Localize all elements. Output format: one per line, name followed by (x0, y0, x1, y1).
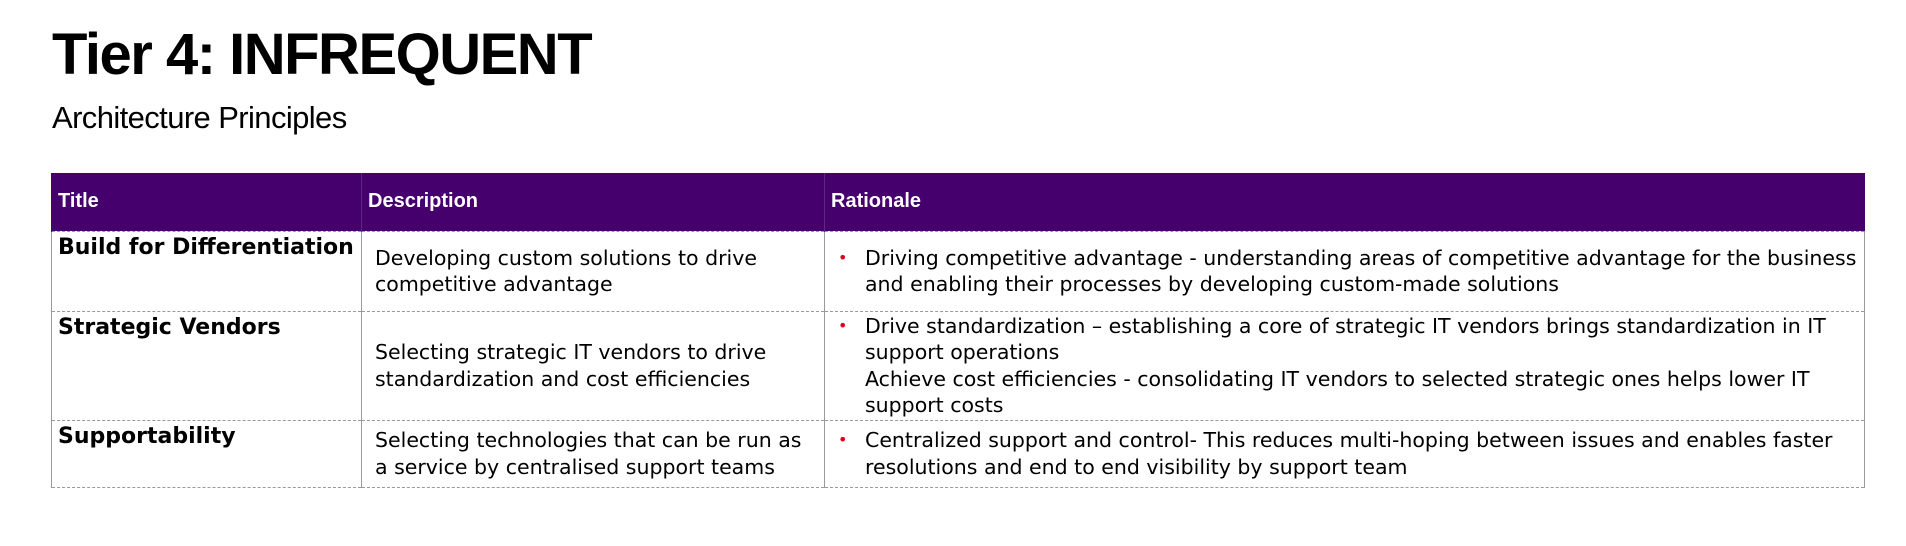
row-rationale: Centralized support and control- This re… (824, 419, 1865, 488)
table-header-row: Title Description Rationale (51, 173, 1865, 231)
row-description: Selecting strategic IT vendors to drive … (361, 310, 825, 421)
column-header-rationale: Rationale (824, 173, 1865, 231)
row-rationale: Driving competitive advantage - understa… (824, 230, 1865, 312)
column-header-description: Description (361, 173, 825, 231)
row-description: Developing custom solutions to drive com… (361, 230, 825, 312)
table-row: Build for Differentiation Developing cus… (51, 230, 1865, 312)
rationale-bullet-item: Driving competitive advantage - understa… (837, 245, 1860, 298)
page-subtitle: Architecture Principles (52, 100, 347, 135)
rationale-bullet-item: Drive standardization – establishing a c… (837, 313, 1860, 366)
table-row: Strategic Vendors Selecting strategic IT… (51, 310, 1865, 421)
column-header-title: Title (51, 173, 362, 231)
row-description: Selecting technologies that can be run a… (361, 419, 825, 488)
principles-table: Title Description Rationale Build for Di… (51, 173, 1865, 488)
page-title: Tier 4: INFREQUENT (52, 22, 593, 87)
row-rationale: Drive standardization – establishing a c… (824, 310, 1865, 421)
row-title: Supportability (51, 419, 362, 488)
row-title: Build for Differentiation (51, 230, 362, 312)
rationale-bullet-item: Centralized support and control- This re… (837, 427, 1860, 480)
row-title: Strategic Vendors (51, 310, 362, 421)
rationale-item: Achieve cost efficiencies - consolidatin… (865, 366, 1810, 418)
table-row: Supportability Selecting technologies th… (51, 419, 1865, 488)
